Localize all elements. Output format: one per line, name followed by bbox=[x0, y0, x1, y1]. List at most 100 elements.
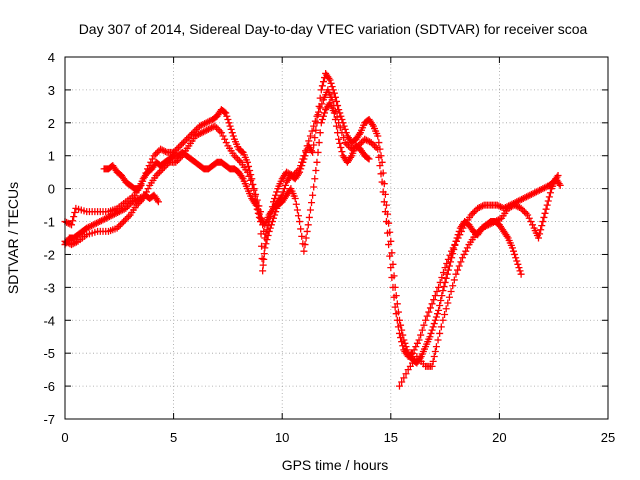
data-point bbox=[524, 211, 532, 219]
data-point bbox=[347, 153, 355, 161]
data-point bbox=[272, 191, 280, 199]
data-point bbox=[513, 257, 521, 265]
data-point bbox=[316, 129, 324, 137]
data-point bbox=[155, 168, 163, 176]
data-point bbox=[430, 320, 438, 328]
data-point bbox=[330, 109, 338, 117]
data-point bbox=[432, 343, 440, 351]
data-point bbox=[270, 198, 278, 206]
data-point bbox=[335, 135, 343, 143]
data-point bbox=[518, 195, 526, 203]
data-point bbox=[294, 167, 302, 175]
data-point bbox=[368, 120, 376, 128]
y-axis-label: SDTVAR / TECUs bbox=[5, 182, 21, 294]
data-point bbox=[446, 251, 454, 259]
data-point bbox=[376, 162, 384, 170]
data-point bbox=[334, 129, 342, 137]
data-point bbox=[284, 169, 292, 177]
data-point bbox=[508, 244, 516, 252]
data-point bbox=[268, 203, 276, 211]
data-point bbox=[545, 193, 553, 201]
data-point bbox=[375, 153, 383, 161]
data-point bbox=[96, 218, 104, 226]
data-point bbox=[305, 213, 313, 221]
data-point bbox=[473, 229, 481, 237]
data-point bbox=[125, 213, 133, 221]
data-point bbox=[265, 227, 273, 235]
data-point bbox=[125, 201, 133, 209]
plot-frame bbox=[64, 56, 609, 420]
data-point bbox=[371, 142, 379, 150]
data-point bbox=[445, 293, 453, 301]
data-point bbox=[196, 122, 204, 130]
data-point bbox=[298, 232, 306, 240]
data-point bbox=[287, 171, 295, 179]
data-point bbox=[438, 273, 446, 281]
data-point bbox=[428, 326, 436, 334]
data-point bbox=[161, 148, 169, 156]
data-point bbox=[154, 198, 162, 206]
data-point bbox=[88, 222, 96, 230]
data-point bbox=[434, 336, 442, 344]
data-point bbox=[91, 220, 99, 228]
data-point bbox=[316, 94, 324, 102]
data-point bbox=[532, 188, 540, 196]
data-point bbox=[193, 131, 201, 139]
data-point bbox=[456, 231, 464, 239]
x-tick-label: 25 bbox=[601, 430, 615, 445]
data-point bbox=[201, 127, 209, 135]
data-point bbox=[454, 266, 462, 274]
data-point bbox=[184, 134, 192, 142]
data-point bbox=[516, 196, 524, 204]
data-point bbox=[318, 82, 326, 90]
data-point bbox=[84, 223, 92, 231]
data-point bbox=[225, 119, 233, 127]
data-point bbox=[326, 76, 334, 84]
data-point bbox=[439, 287, 447, 295]
data-point bbox=[374, 145, 382, 153]
data-point bbox=[458, 254, 466, 262]
data-point bbox=[115, 208, 123, 216]
data-point bbox=[198, 129, 206, 137]
data-point bbox=[245, 172, 253, 180]
data-point bbox=[521, 194, 529, 202]
data-point bbox=[463, 244, 471, 252]
data-point bbox=[199, 120, 207, 128]
data-point bbox=[479, 202, 487, 210]
data-point bbox=[515, 264, 523, 272]
data-point bbox=[311, 117, 319, 125]
data-point bbox=[537, 226, 545, 234]
data-point bbox=[504, 204, 512, 212]
data-point bbox=[267, 221, 275, 229]
data-point bbox=[496, 203, 504, 211]
data-point bbox=[256, 218, 264, 226]
data-point bbox=[97, 217, 105, 225]
data-point bbox=[263, 236, 271, 244]
data-point bbox=[388, 273, 396, 281]
data-point bbox=[310, 183, 318, 191]
data-point bbox=[462, 247, 470, 255]
data-point bbox=[315, 108, 323, 116]
data-point bbox=[454, 234, 462, 242]
data-point bbox=[426, 304, 434, 312]
data-point bbox=[172, 158, 180, 166]
data-point bbox=[254, 209, 262, 217]
data-point bbox=[317, 119, 325, 127]
data-point bbox=[437, 323, 445, 331]
data-point bbox=[217, 129, 225, 137]
x-axis-ticks: 0 5 10 15 20 25 bbox=[61, 57, 615, 445]
data-point bbox=[89, 221, 97, 229]
data-point bbox=[474, 204, 482, 212]
data-point bbox=[226, 122, 234, 130]
data-point bbox=[541, 209, 549, 217]
data-point bbox=[310, 141, 318, 149]
data-point bbox=[314, 148, 322, 156]
data-point bbox=[364, 154, 372, 162]
data-point bbox=[407, 350, 415, 358]
data-point bbox=[64, 219, 72, 227]
data-point bbox=[318, 100, 326, 108]
data-point bbox=[247, 176, 255, 184]
data-point bbox=[494, 216, 502, 224]
data-point bbox=[522, 209, 530, 217]
data-point bbox=[224, 116, 232, 124]
